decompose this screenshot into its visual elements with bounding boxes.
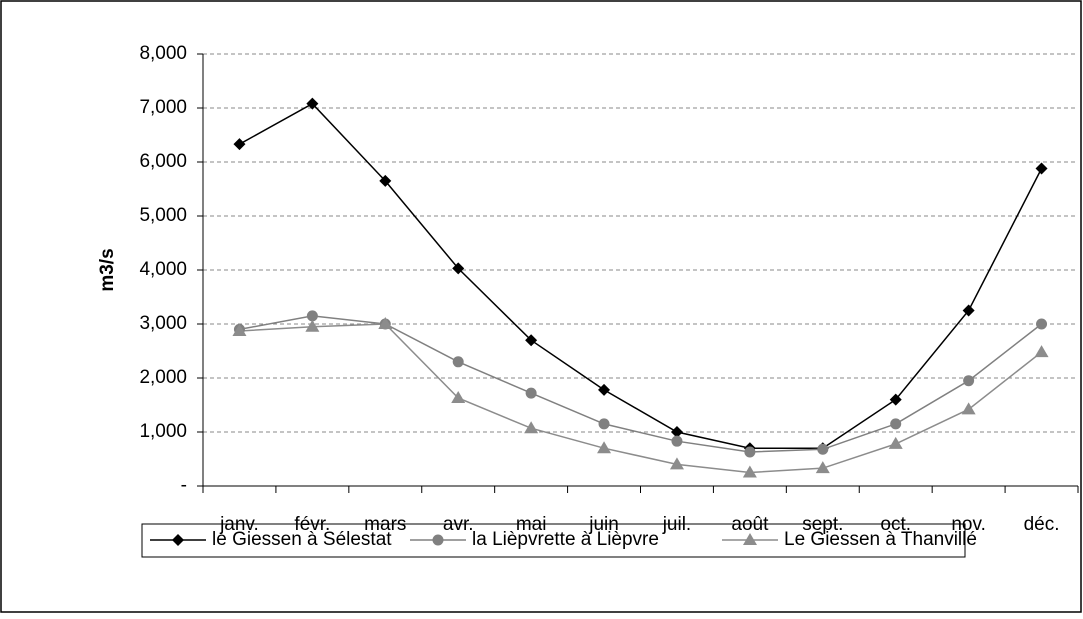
data-point [305,319,320,332]
data-point [671,435,683,447]
x-tick-label: mars [364,514,406,535]
x-tick-label: mai [516,514,547,535]
data-point [1035,162,1048,175]
data-point [744,446,756,458]
x-tick-label: févr. [294,514,330,535]
data-point [889,393,902,406]
data-point [742,465,757,478]
data-point [378,317,393,329]
data-point [669,457,684,470]
data-point [525,334,538,347]
data-point [1036,318,1048,330]
y-tick-label: 4,000 [139,259,187,280]
data-point [379,174,392,187]
x-tick-label: déc. [1024,514,1060,535]
y-tick-label: - [181,475,187,496]
y-tick-label: 7,000 [139,97,187,118]
x-tick-label: nov. [951,514,986,535]
x-tick-label: sept. [802,514,843,535]
data-point [817,443,829,455]
x-tick-label: avr. [443,514,474,535]
x-tick-label: juil. [662,514,692,535]
data-point [306,97,319,110]
series-line [239,102,1043,449]
data-point [452,356,464,368]
data-point [670,426,683,438]
data-point [597,441,612,454]
y-tick-label: 2,000 [139,367,187,388]
y-tick-label: 6,000 [139,151,187,172]
data-point [963,375,975,387]
x-tick-label: août [731,514,769,535]
y-axis-label: m3/s [97,248,118,291]
data-point [233,138,246,151]
legend-box [141,523,966,558]
data-point [306,310,318,322]
data-point [598,418,610,430]
data-point [232,324,247,337]
data-point [888,436,903,449]
data-point [524,421,539,434]
y-tick-label: 8,000 [139,43,187,64]
legend-marker [432,534,444,546]
legend-label: Le Giessen à Thanvillé [784,529,977,550]
data-point [962,304,975,317]
series-line [239,323,1043,474]
data-point [451,390,466,403]
data-point [961,402,976,415]
legend-marker [172,534,184,546]
legend-marker [743,533,757,545]
data-point [1034,345,1049,358]
legend-label: le Giessen à Sélestat [212,529,392,550]
data-point [452,262,465,275]
x-tick-label: oct. [880,514,911,535]
x-tick-label: janv. [219,514,259,535]
y-tick-label: 5,000 [139,205,187,226]
y-tick-label: 3,000 [139,313,187,334]
series-line [239,315,1043,453]
data-point [598,383,611,396]
data-point [525,387,537,399]
legend-label: la Lièpvrette à Lièpvre [472,529,659,550]
x-tick-label: juin [588,514,619,535]
data-point [815,461,830,474]
data-point [890,418,902,430]
y-tick-label: 1,000 [139,421,187,442]
